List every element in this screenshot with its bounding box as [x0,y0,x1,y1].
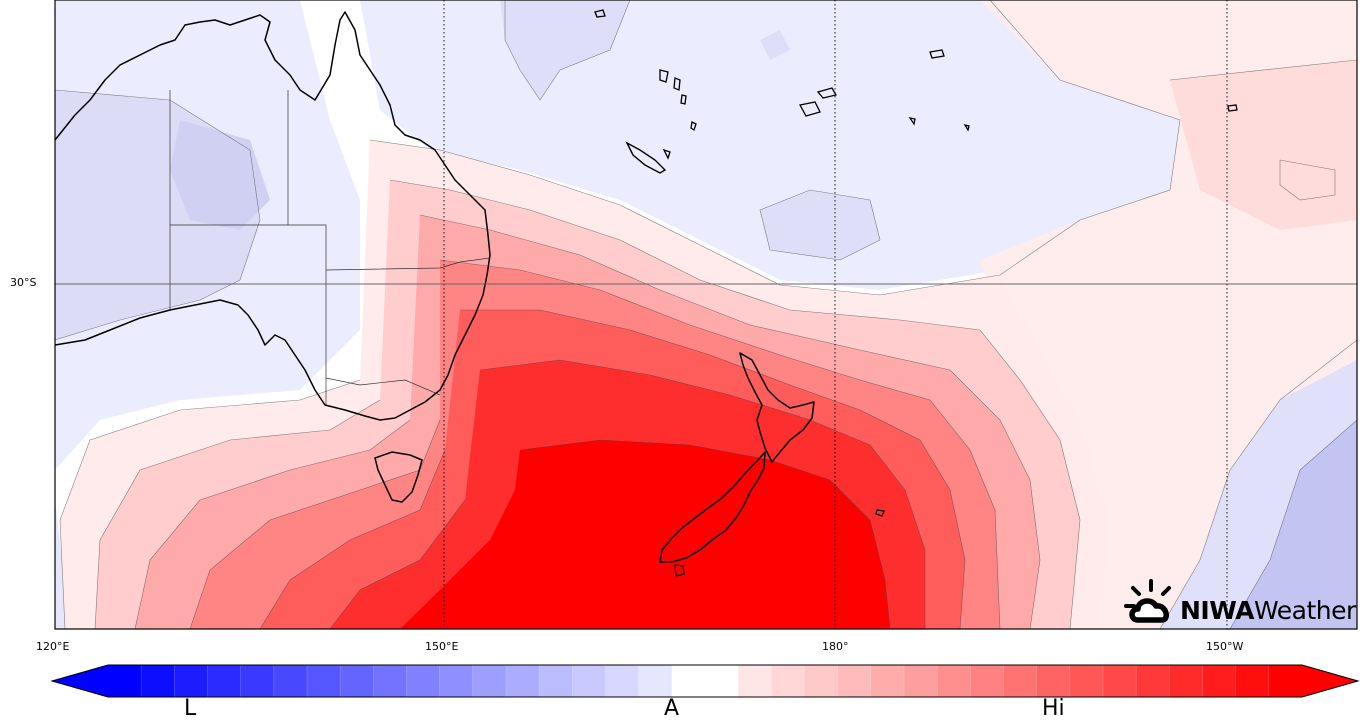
longitude-label-150w: 150°W [1206,640,1244,653]
australia-coastline [55,11,491,421]
niwa-weather-logo: NIWAWeather [1118,576,1358,626]
tasmania-coastline [374,451,423,503]
colorbar-swatch [904,665,938,697]
state-borders [169,90,491,405]
pacific-islands [594,9,1238,160]
colorbar-swatch [837,665,872,697]
low-anomaly-region-east-core [1230,420,1357,629]
map-gridlines [55,0,1357,629]
colorbar-swatch [1268,665,1303,697]
colorbar-swatch [870,665,905,697]
colorbar-swatch [738,665,772,697]
contour-lines [55,0,1357,629]
logo-text-weather: Weather [1254,596,1356,625]
colorbar-swatch [240,665,275,697]
new-zealand-north-island [739,352,815,463]
colorbar-swatch [472,665,507,697]
colorbar-swatch [1069,665,1104,697]
colorbar-swatch [506,665,540,697]
colorbar-swatch [771,665,806,697]
colorbar-swatch [406,665,441,697]
colorbar-swatch [1103,665,1137,697]
colorbar-swatch [1136,665,1170,697]
colorbar-swatch [804,665,839,697]
longitude-label-180: 180° [822,640,849,653]
colorbar-swatch [141,665,175,697]
low-anomaly-region-north-core2 [760,30,880,260]
colorbar-swatch [970,665,1005,697]
colorbar-swatch [1036,665,1071,697]
colorbar-swatch [174,665,209,697]
colorbar-label-low: L [184,696,197,721]
colorbar-label-average: A [664,696,680,721]
colorbar-swatch [307,665,341,697]
new-caledonia [625,141,667,174]
colorbar-swatch [671,665,706,697]
low-anomaly-region-north-core [500,0,630,100]
low-anomaly-region-north [360,0,1180,290]
low-anomaly-region-west-core [170,120,270,230]
colorbar-arrow-low [52,665,108,697]
colorbar-swatch [273,665,308,697]
colorbar-swatch [1202,665,1237,697]
colorbar-outline [50,664,1360,698]
latitude-label-30s: 30°S [10,276,37,289]
colorbar-swatch [605,665,640,697]
colorbar-swatch [1169,665,1204,697]
longitude-label-150e: 150°E [425,640,459,653]
colorbar-swatch [1003,665,1038,697]
colorbar-swatch [373,665,408,697]
colorbar-swatch [705,665,739,697]
colorbar-swatch [439,665,474,697]
high-anomaly-region-east-core [1170,60,1357,230]
chatham-islands [875,509,885,517]
colorbar-label-high: Hi [1042,696,1065,721]
colorbar-swatch [937,665,971,697]
colorbar-arrow-high [1302,665,1358,697]
map-frame [54,0,1358,630]
anomaly-map [54,0,1358,630]
longitude-label-120e: 120°E [36,640,70,653]
logo-text-niwa: NIWA [1180,596,1255,625]
colorbar [50,664,1360,698]
colorbar-swatch [572,665,607,697]
colorbar-swatch [207,665,242,697]
colorbar-swatch [340,665,374,697]
stewart-island [674,564,685,577]
colorbar-swatch [108,665,142,697]
colorbar-swatch [539,665,573,697]
new-zealand-south-island [659,451,766,563]
colorbar-swatch [1235,665,1270,697]
colorbar-swatch [638,665,673,697]
high-anomaly-region-max [400,440,890,629]
sun-cloud-icon [1124,579,1171,623]
